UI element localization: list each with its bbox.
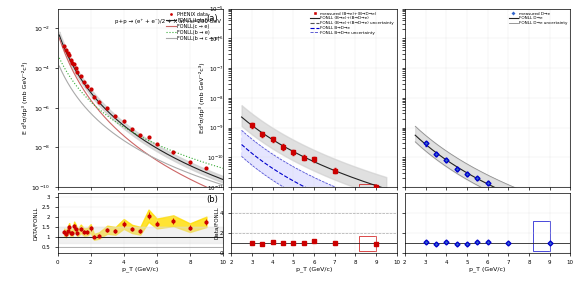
Text: p+p → (e⁺ + e⁻)/2 + X at √s=200 GeV: p+p → (e⁺ + e⁻)/2 + X at √s=200 GeV — [115, 18, 222, 24]
Legend: measured (B→e)+(B→D→e), FONLL (B→e)+(B→D→e), FONLL (B→e)+(B→D→e) uncertainty, FO: measured (B→e)+(B→D→e), FONLL (B→e)+(B→D… — [309, 11, 395, 36]
Y-axis label: DATA/FONLL: DATA/FONLL — [33, 206, 39, 240]
Bar — [533, 206, 550, 217]
Legend: PHENIX data, FONLL(total), FONLL(c → e), FONLL(b → e), FONLL(b → c → e): PHENIX data, FONLL(total), FONLL(c → e),… — [165, 11, 221, 42]
Text: (a): (a) — [206, 14, 218, 23]
X-axis label: p_T (GeV/c): p_T (GeV/c) — [295, 267, 332, 272]
Y-axis label: Data/FONLL: Data/FONLL — [214, 206, 219, 239]
X-axis label: p_T (GeV/c): p_T (GeV/c) — [469, 267, 506, 272]
Y-axis label: Ed³σ/dp³ (mb GeV⁻²c³): Ed³σ/dp³ (mb GeV⁻²c³) — [199, 63, 205, 133]
Text: (b): (b) — [206, 195, 218, 204]
Y-axis label: E d³σ/dp³ (mb GeV⁻²c³): E d³σ/dp³ (mb GeV⁻²c³) — [22, 61, 28, 134]
Bar — [359, 184, 376, 192]
Bar — [359, 236, 376, 251]
Bar — [533, 221, 550, 251]
X-axis label: p_T (GeV/c): p_T (GeV/c) — [122, 267, 158, 272]
Legend: measured D→e, FONLL D→e, FONLL D→e uncertainty: measured D→e, FONLL D→e, FONLL D→e uncer… — [509, 11, 568, 26]
